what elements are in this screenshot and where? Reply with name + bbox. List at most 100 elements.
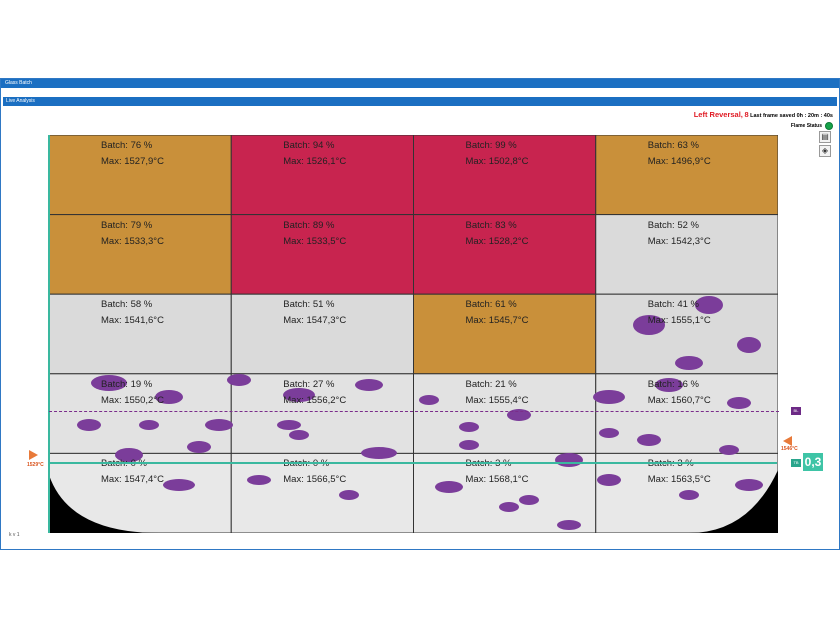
batch-blob bbox=[597, 474, 621, 486]
batch-blob bbox=[283, 388, 315, 402]
batch-blob bbox=[205, 419, 233, 431]
batch-blob bbox=[435, 481, 463, 493]
grid-cell-bg bbox=[413, 293, 597, 375]
grid-cell-bg bbox=[595, 373, 778, 454]
batch-blob bbox=[139, 420, 159, 430]
grid-cell[interactable]: Batch: 83 % Max: 1528,2°C bbox=[414, 215, 596, 295]
batch-percent: Batch: 63 % bbox=[647, 140, 699, 151]
max-temperature: Max: 1566,5°C bbox=[283, 474, 347, 486]
grid-cell[interactable]: Batch: 79 % Max: 1533,3°C bbox=[49, 215, 231, 295]
batch-percent: Batch: 89 % bbox=[283, 219, 335, 231]
ratio-value: 0,3 bbox=[803, 453, 823, 471]
batch-blob bbox=[339, 490, 359, 500]
tb-line[interactable] bbox=[49, 462, 777, 464]
bl-tag[interactable]: BL bbox=[791, 407, 801, 415]
batch-percent: Batch: 51 % bbox=[283, 299, 335, 311]
reversal-label: Left Reversal, bbox=[693, 110, 743, 119]
batch-percent: Batch: 76 % bbox=[101, 140, 153, 151]
flame-status: Flame Status bbox=[791, 122, 833, 130]
grid-cell[interactable]: Batch: 0 % Max: 1547,4°C bbox=[49, 453, 231, 533]
grid-cell[interactable]: Batch: 58 % Max: 1541,6°C bbox=[49, 294, 231, 374]
grid-cell[interactable]: Batch: 52 % Max: 1542,3°C bbox=[596, 215, 778, 295]
palette-tool-button[interactable]: ◈ bbox=[819, 145, 831, 157]
batch-blob bbox=[557, 520, 581, 530]
batch-percent: Batch: 52 % bbox=[647, 219, 699, 231]
footer-text: k v 1 bbox=[9, 532, 20, 538]
batch-blob bbox=[735, 479, 763, 491]
grid-cell[interactable]: Batch: 27 % Max: 1556,2°C bbox=[231, 374, 413, 454]
grid-cell[interactable]: Batch: 21 % Max: 1555,4°C bbox=[414, 374, 596, 454]
thermal-image-viewport[interactable]: Batch: 76 % Max: 1527,9°C Batch: 94 % Max: … bbox=[49, 135, 778, 533]
grid-cell[interactable]: Batch: 19 % Max: 1550,2°C bbox=[49, 374, 231, 454]
max-temperature: Max: 1496,9°C bbox=[647, 156, 711, 167]
batch-percent: Batch: 61 % bbox=[465, 299, 517, 311]
batch-percent: Batch: 83 % bbox=[465, 219, 517, 231]
batch-blob bbox=[277, 420, 301, 430]
max-temperature: Max: 1526,1°C bbox=[283, 156, 347, 167]
batch-blob bbox=[187, 441, 211, 453]
grid-cell-bg bbox=[49, 135, 232, 216]
grid-cell-bg bbox=[49, 214, 232, 295]
batch-blob bbox=[499, 502, 519, 512]
max-temperature: Max: 1547,4°C bbox=[101, 474, 164, 486]
grid-cell-bg bbox=[49, 373, 232, 454]
tab-live-analysis[interactable]: Live Analysis bbox=[3, 97, 837, 106]
batch-blob bbox=[459, 422, 479, 432]
max-temperature: Max: 1556,2°C bbox=[283, 394, 347, 406]
grid-cell[interactable]: Batch: 94 % Max: 1526,1°C bbox=[231, 135, 413, 215]
grid-cell[interactable]: Batch: 99 % Max: 1502,8°C bbox=[414, 135, 596, 215]
batch-percent: Batch: 79 % bbox=[101, 219, 153, 231]
batch-blob bbox=[289, 430, 309, 440]
grid-cell-bg bbox=[413, 373, 597, 454]
batch-blob bbox=[355, 379, 383, 391]
batch-overlay bbox=[49, 135, 778, 533]
furnace-edge bbox=[689, 470, 778, 533]
grid-cell-bg bbox=[230, 452, 414, 533]
max-temperature: Max: 1568,1°C bbox=[465, 474, 529, 486]
batch-blob bbox=[727, 397, 751, 409]
batch-blob bbox=[637, 434, 661, 446]
grid-cell[interactable]: Batch: 0 % Max: 1566,5°C bbox=[231, 453, 413, 533]
max-temperature: Max: 1533,5°C bbox=[283, 235, 347, 247]
grid-cell[interactable]: Batch: 3 % Max: 1568,1°C bbox=[414, 453, 596, 533]
left-boundary-line bbox=[48, 135, 50, 533]
tb-tag[interactable]: TB bbox=[791, 459, 801, 467]
right-temp: 1546°C bbox=[781, 446, 798, 452]
grid-cell[interactable]: Batch: 3 % Max: 1563,5°C bbox=[596, 453, 778, 533]
chart-tool-button[interactable]: ▤ bbox=[819, 131, 831, 143]
batch-percent: Batch: 41 % bbox=[647, 299, 699, 311]
title-bar: Glass Batch bbox=[1, 79, 839, 88]
batch-blob bbox=[91, 375, 127, 391]
batch-blob bbox=[633, 315, 665, 335]
tab-label: Live Analysis bbox=[6, 98, 35, 104]
grid-cell-bg bbox=[413, 214, 597, 295]
right-burner-arrow-icon bbox=[783, 436, 792, 446]
bl-line[interactable] bbox=[49, 411, 779, 412]
grid-cell[interactable]: Batch: 76 % Max: 1527,9°C bbox=[49, 135, 231, 215]
batch-blob bbox=[599, 428, 619, 438]
grid-cell-bg bbox=[595, 214, 778, 295]
batch-blob bbox=[593, 390, 625, 404]
batch-blob bbox=[361, 447, 397, 459]
max-temperature: Max: 1555,1°C bbox=[647, 315, 711, 327]
max-temperature: Max: 1547,3°C bbox=[283, 315, 347, 327]
chart-icon: ▤ bbox=[821, 132, 829, 141]
max-temperature: Max: 1555,4°C bbox=[465, 394, 529, 406]
max-temperature: Max: 1528,2°C bbox=[465, 235, 529, 247]
last-frame-label: Last frame saved 0h : 20m : 40s bbox=[750, 113, 833, 119]
reversal-count: 8 bbox=[744, 110, 749, 119]
grid-cell[interactable]: Batch: 61 % Max: 1545,7°C bbox=[414, 294, 596, 374]
grid-cell[interactable]: Batch: 89 % Max: 1533,5°C bbox=[231, 215, 413, 295]
batch-percent: Batch: 58 % bbox=[101, 299, 153, 311]
palette-icon: ◈ bbox=[821, 146, 829, 155]
grid-cell[interactable]: Batch: 63 % Max: 1496,9°C bbox=[596, 135, 778, 215]
grid-cell-bg bbox=[595, 135, 778, 216]
batch-blob bbox=[163, 479, 195, 491]
batch-percent: Batch: 94 % bbox=[283, 140, 335, 151]
grid-cell-bg bbox=[230, 293, 414, 375]
grid-cell[interactable]: Batch: 16 % Max: 1560,7°C bbox=[596, 374, 778, 454]
grid-cell[interactable]: Batch: 51 % Max: 1547,3°C bbox=[231, 294, 413, 374]
batch-blob bbox=[737, 337, 761, 353]
furnace-edge bbox=[49, 475, 159, 533]
grid-cell[interactable]: Batch: 41 % Max: 1555,1°C bbox=[596, 294, 778, 374]
